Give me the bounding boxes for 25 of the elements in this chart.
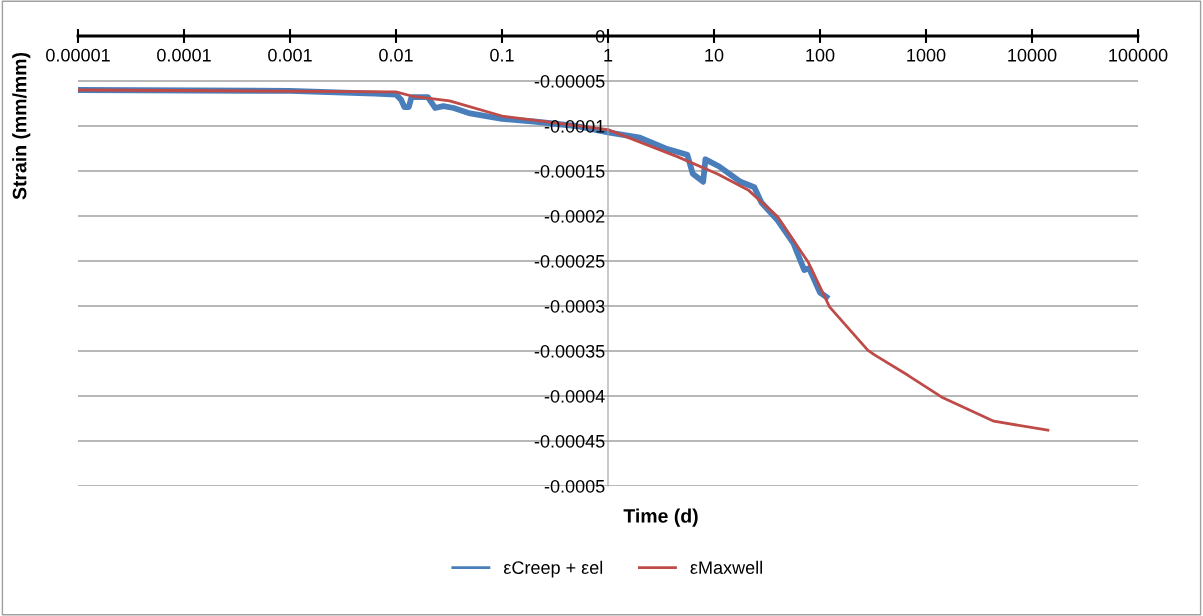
legend-label: εMaxwell bbox=[690, 560, 762, 575]
y-tick-label: -0.00045 bbox=[534, 434, 605, 448]
x-tick-label: 10 bbox=[705, 48, 724, 62]
x-tick-label: 0.0001 bbox=[157, 48, 211, 62]
y-axis-title: Strain (mm/mm) bbox=[12, 52, 31, 200]
x-tick-label: 100 bbox=[806, 48, 835, 62]
x-tick-label: 0.00001 bbox=[46, 48, 110, 62]
y-tick-label: -0.00005 bbox=[534, 74, 605, 88]
x-tick-label: 0.01 bbox=[379, 48, 413, 62]
y-tick-label: -0.00025 bbox=[534, 254, 605, 268]
x-tick-label: 1000 bbox=[907, 48, 946, 62]
y-tick-label: -0.00035 bbox=[534, 344, 605, 358]
y-tick-label: -0.0001 bbox=[544, 119, 605, 133]
y-tick-label: -0.00015 bbox=[534, 164, 605, 178]
y-tick-label: -0.0003 bbox=[544, 299, 605, 313]
x-tick-label: 0.1 bbox=[490, 48, 514, 62]
x-tick-label: 0.001 bbox=[268, 48, 312, 62]
x-axis-title: Time (d) bbox=[623, 508, 698, 527]
x-tick-label: 10000 bbox=[1008, 48, 1057, 62]
x-tick-label: 1 bbox=[604, 49, 613, 62]
y-tick-label: -0.0005 bbox=[544, 479, 605, 493]
y-tick-label: -0.0004 bbox=[544, 389, 605, 403]
y-tick-label: -0.0002 bbox=[544, 209, 605, 223]
x-tick-label: 100000 bbox=[1109, 48, 1168, 62]
legend-label: εCreep + εel bbox=[503, 560, 603, 578]
